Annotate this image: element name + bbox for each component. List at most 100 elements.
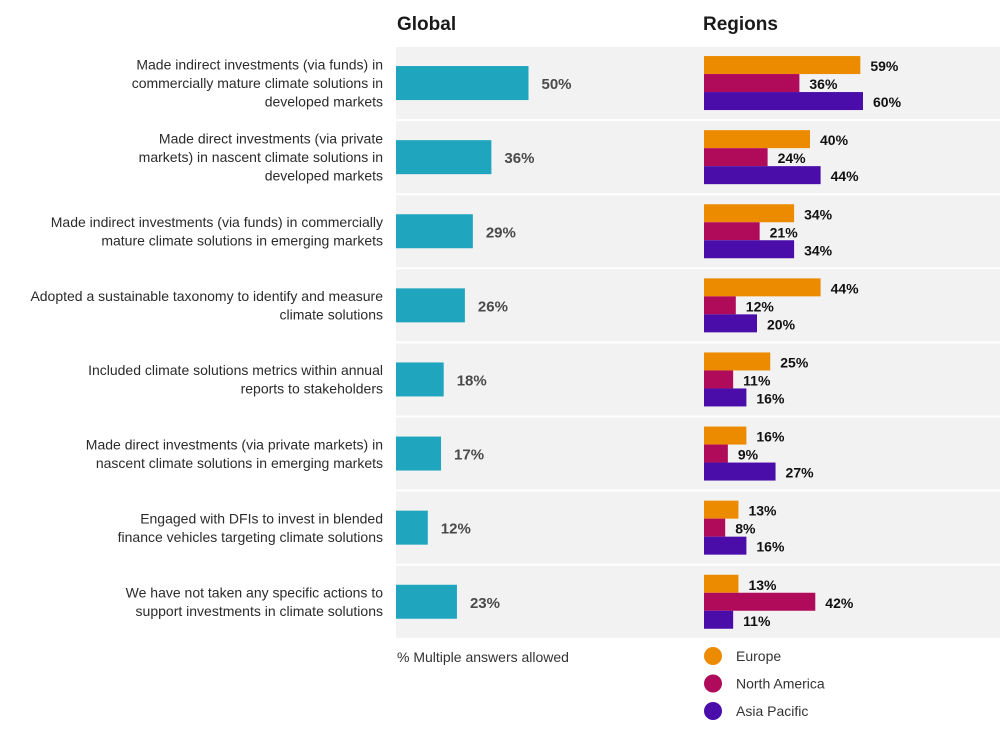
region-value-label: 34% [804,206,833,222]
region-value-label: 27% [786,465,815,481]
region-bar-north-america [704,74,800,93]
region-bar-asia-pacific [704,314,757,333]
row-band [396,491,1000,564]
chart-rows: Made indirect investments (via funds) in… [30,56,902,629]
region-bar-europe [704,500,739,519]
region-value-label: 16% [756,390,785,406]
category-label: commercially mature climate solutions in [132,75,383,91]
global-bar [396,66,529,101]
region-bar-asia-pacific [704,92,863,111]
region-bar-north-america [704,518,726,537]
region-value-label: 8% [735,521,756,537]
region-value-label: 44% [831,280,860,296]
global-value-label: 12% [441,521,471,538]
category-label: support investments in climate solutions [136,603,383,619]
region-bar-north-america [704,370,734,389]
row-band [396,195,1000,268]
region-value-label: 36% [809,76,838,92]
category-label: nascent climate solutions in emerging ma… [96,455,383,471]
legend: Europe North America Asia Pacific [704,647,825,720]
category-label: We have not taken any specific actions t… [126,585,384,601]
region-value-label: 60% [873,94,902,110]
region-value-label: 40% [820,132,849,148]
legend-swatch [704,674,722,693]
region-bar-north-america [704,592,816,611]
global-bar [396,584,457,619]
row-band [396,417,1000,490]
category-label: Made direct investments (via private mar… [86,436,383,452]
global-value-label: 17% [454,447,484,464]
legend-swatch [704,647,722,665]
row-band [396,269,1000,342]
region-bar-asia-pacific [704,536,747,555]
region-bar-europe [704,56,861,75]
region-bar-europe [704,278,821,297]
category-label: mature climate solutions in emerging mar… [101,233,383,249]
region-bar-north-america [704,222,760,241]
region-bar-north-america [704,148,768,167]
category-label: Adopted a sustainable taxonomy to identi… [30,288,383,304]
row-band [396,565,1000,638]
global-bar [396,140,492,175]
region-value-label: 21% [770,224,799,240]
region-value-label: 24% [778,150,807,166]
regions-panel-title: Regions [703,14,778,35]
global-value-label: 36% [504,150,534,167]
region-bar-europe [704,130,810,149]
global-bar [396,510,428,545]
region-bar-asia-pacific [704,610,734,629]
global-bar [396,288,465,323]
global-bar [396,436,442,471]
row-band [396,121,1000,194]
category-label: Made direct investments (via private [159,131,383,147]
region-value-label: 13% [748,503,777,519]
region-value-label: 9% [738,447,759,463]
multiple-answers-note: % Multiple answers allowed [397,649,569,665]
category-label: developed markets [265,94,383,110]
category-label: Made indirect investments (via funds) in… [51,214,383,230]
legend-label: Europe [736,648,781,664]
region-value-label: 42% [825,595,854,611]
region-bar-europe [704,574,739,593]
region-bar-asia-pacific [704,240,795,259]
region-value-label: 11% [743,372,771,388]
global-value-label: 50% [542,76,572,93]
region-value-label: 13% [748,577,777,593]
global-panel-title: Global [397,14,456,35]
region-value-label: 12% [746,298,775,314]
category-label: Engaged with DFIs to invest in blended [140,510,383,526]
region-bar-europe [704,204,795,223]
global-value-label: 26% [478,298,508,315]
region-bar-asia-pacific [704,462,776,481]
region-bar-asia-pacific [704,388,747,407]
category-label: finance vehicles targeting climate solut… [118,529,383,545]
region-value-label: 16% [756,539,785,555]
global-bar [396,214,473,249]
global-value-label: 23% [470,595,500,612]
category-label: reports to stakeholders [241,381,383,397]
row-band [396,343,1000,416]
category-label: Included climate solutions metrics withi… [88,362,383,378]
legend-label: North America [736,676,825,692]
region-value-label: 44% [831,168,860,184]
region-value-label: 11% [743,613,771,629]
region-bar-asia-pacific [704,166,821,185]
region-value-label: 34% [804,242,833,258]
category-label: markets) in nascent climate solutions in [139,149,383,165]
global-value-label: 29% [486,224,516,241]
global-bar [396,362,444,397]
category-label: Made indirect investments (via funds) in [136,57,383,73]
global-value-label: 18% [457,372,487,389]
region-value-label: 16% [756,429,785,445]
region-bar-europe [704,426,747,445]
category-label: climate solutions [280,307,384,323]
region-value-label: 59% [870,58,899,74]
row-background-bands [396,47,1000,638]
region-value-label: 20% [767,316,796,332]
region-value-label: 25% [780,354,809,370]
region-bar-europe [704,352,771,371]
region-bar-north-america [704,296,736,315]
region-bar-north-america [704,444,728,463]
category-label: developed markets [265,168,383,184]
